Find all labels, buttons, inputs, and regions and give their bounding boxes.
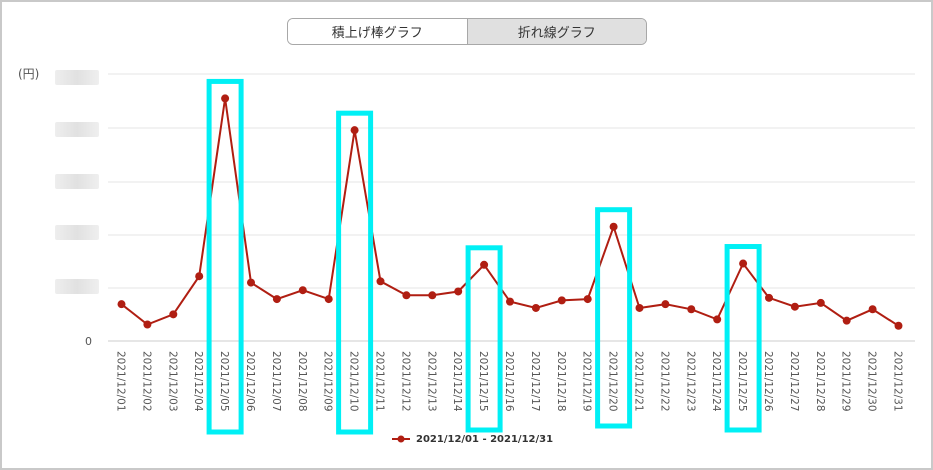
x-tick-label: 2021/12/21 — [633, 351, 645, 412]
y-tick-label-redacted — [55, 122, 99, 137]
y-tick-label-redacted — [55, 70, 99, 85]
data-point[interactable] — [894, 321, 903, 330]
x-tick-label: 2021/12/08 — [296, 351, 308, 412]
x-tick-label: 2021/12/15 — [477, 351, 489, 412]
data-point[interactable] — [842, 316, 851, 325]
x-tick-label: 2021/12/18 — [555, 351, 567, 412]
highlight-box — [724, 244, 762, 433]
data-point[interactable] — [583, 295, 592, 304]
highlight-box — [206, 78, 244, 435]
x-tick-label: 2021/12/09 — [322, 351, 334, 412]
x-tick-label: 2021/12/05 — [218, 351, 230, 412]
data-point[interactable] — [609, 222, 618, 231]
data-point[interactable] — [557, 296, 566, 305]
data-point[interactable] — [816, 298, 825, 307]
x-tick-label: 2021/12/07 — [270, 351, 282, 412]
x-tick-label: 2021/12/16 — [503, 351, 515, 412]
line-chart-tab[interactable]: 折れ線グラフ — [466, 19, 646, 44]
data-point[interactable] — [169, 310, 178, 319]
x-tick-label: 2021/12/22 — [658, 351, 670, 412]
y-tick-zero: 0 — [85, 335, 92, 348]
y-tick-label-redacted — [55, 225, 99, 240]
x-tick-label: 2021/12/25 — [736, 351, 748, 412]
y-tick-label-redacted — [55, 174, 99, 189]
data-point[interactable] — [868, 305, 877, 314]
data-point[interactable] — [195, 272, 204, 281]
legend-swatch-icon — [392, 435, 410, 443]
data-point[interactable] — [790, 302, 799, 311]
x-tick-label: 2021/12/24 — [710, 351, 722, 412]
x-tick-label: 2021/12/03 — [166, 351, 178, 412]
x-tick-label: 2021/12/31 — [892, 351, 904, 412]
data-point[interactable] — [117, 300, 126, 309]
data-point[interactable] — [247, 278, 255, 287]
y-axis-unit-label: (円) — [18, 67, 40, 81]
x-tick-label: 2021/12/27 — [788, 351, 800, 412]
x-tick-label: 2021/12/30 — [866, 351, 878, 412]
data-point[interactable] — [454, 287, 463, 296]
x-tick-label: 2021/12/12 — [399, 351, 411, 412]
x-tick-label: 2021/12/17 — [529, 351, 541, 412]
data-point[interactable] — [531, 303, 540, 312]
data-point[interactable] — [635, 303, 644, 312]
chart-type-toggle: 積上げ棒グラフ 折れ線グラフ — [287, 18, 647, 45]
x-tick-label: 2021/12/23 — [684, 351, 696, 412]
x-tick-label: 2021/12/04 — [192, 351, 204, 412]
x-tick-label: 2021/12/29 — [840, 351, 852, 412]
data-point[interactable] — [661, 300, 670, 309]
data-point[interactable] — [402, 291, 411, 300]
legend[interactable]: 2021/12/01 - 2021/12/31 — [392, 432, 553, 446]
data-point[interactable] — [350, 126, 359, 135]
data-point[interactable] — [221, 94, 230, 103]
data-point[interactable] — [687, 305, 696, 314]
x-tick-label: 2021/12/02 — [140, 351, 152, 412]
x-tick-label: 2021/12/28 — [814, 351, 826, 412]
x-tick-label: 2021/12/20 — [607, 351, 619, 412]
x-tick-label: 2021/12/13 — [425, 351, 437, 412]
highlight-box — [336, 110, 374, 435]
x-tick-label: 2021/12/10 — [348, 351, 360, 412]
highlight-box — [595, 207, 633, 429]
data-point[interactable] — [272, 295, 281, 304]
data-point[interactable] — [143, 320, 152, 329]
data-point[interactable] — [713, 315, 722, 324]
data-point[interactable] — [298, 286, 307, 295]
x-tick-label: 2021/12/14 — [451, 351, 463, 412]
data-point[interactable] — [324, 295, 333, 304]
x-tick-label: 2021/12/01 — [115, 351, 127, 412]
stacked-bar-tab[interactable]: 積上げ棒グラフ — [288, 19, 467, 44]
data-point[interactable] — [506, 297, 514, 306]
y-tick-label-redacted — [55, 279, 99, 294]
data-point[interactable] — [739, 259, 748, 268]
x-tick-label: 2021/12/19 — [581, 351, 593, 412]
data-point[interactable] — [480, 260, 489, 269]
x-tick-label: 2021/12/06 — [244, 351, 256, 412]
series-line — [120, 98, 900, 327]
data-point[interactable] — [428, 291, 437, 300]
x-tick-label: 2021/12/26 — [762, 351, 774, 412]
x-tick-label: 2021/12/11 — [374, 351, 386, 412]
highlight-box — [465, 245, 503, 433]
data-point[interactable] — [765, 293, 773, 302]
legend-label: 2021/12/01 - 2021/12/31 — [416, 433, 554, 445]
data-point[interactable] — [376, 277, 385, 286]
